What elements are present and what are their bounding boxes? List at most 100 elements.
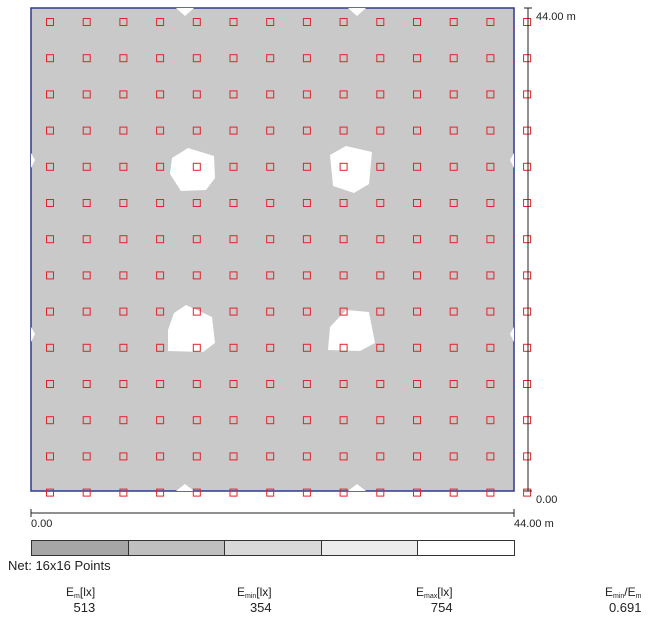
measurement-point	[376, 416, 385, 425]
measurement-point	[192, 54, 201, 63]
measurement-point	[46, 307, 54, 316]
bright-zone	[31, 327, 35, 342]
measurement-point	[82, 18, 91, 26]
measurement-point	[486, 18, 495, 26]
measurement-point	[156, 271, 165, 280]
measurement-point	[302, 126, 311, 135]
measurement-point	[449, 162, 458, 171]
bright-zone	[31, 153, 35, 168]
bright-zone	[348, 484, 366, 491]
measurement-point	[156, 54, 165, 63]
measurement-point	[156, 416, 165, 425]
measurement-point	[156, 90, 165, 99]
measurement-point	[266, 488, 275, 497]
measurement-point	[486, 90, 495, 99]
measurement-point	[192, 271, 201, 280]
stat-emin-symbol: E	[237, 585, 246, 599]
measurement-point	[376, 90, 385, 99]
measurement-point	[82, 271, 91, 280]
measurement-point	[449, 488, 458, 497]
measurement-point	[82, 488, 91, 497]
measurement-point	[339, 488, 348, 497]
measurement-point	[156, 307, 165, 316]
measurement-point	[229, 452, 238, 461]
measurement-point	[339, 90, 348, 99]
measurement-point	[523, 126, 532, 135]
measurement-point	[192, 18, 201, 26]
measurement-point	[156, 380, 165, 388]
measurement-point	[413, 235, 421, 244]
measurement-point	[302, 199, 311, 207]
measurement-point	[486, 488, 495, 497]
measurement-point	[302, 90, 311, 99]
stat-emin: Emin[lx] 354	[237, 585, 272, 615]
measurement-point	[449, 380, 458, 388]
measurement-point	[302, 162, 311, 171]
measurement-point	[119, 126, 128, 135]
measurement-point	[523, 199, 532, 207]
stat-em-value: 513	[73, 600, 96, 615]
measurement-point	[266, 199, 275, 207]
horizontal-scale	[30, 509, 515, 517]
measurement-point	[46, 416, 54, 425]
measurement-point	[192, 162, 201, 171]
measurement-point	[302, 307, 311, 316]
measurement-point	[376, 452, 385, 461]
measurement-point	[82, 452, 91, 461]
measurement-point	[82, 307, 91, 316]
measurement-point	[82, 380, 91, 388]
measurement-point	[339, 380, 348, 388]
measurement-point	[119, 307, 128, 316]
bright-zone	[176, 484, 194, 491]
stat-uniformity: Emin/Em 0.691	[605, 585, 641, 615]
measurement-point	[46, 126, 54, 135]
measurement-point	[229, 18, 238, 26]
measurement-point	[302, 488, 311, 497]
measurement-point	[339, 307, 348, 316]
measurement-point	[82, 416, 91, 425]
measurement-point	[46, 271, 54, 280]
measurement-point	[413, 380, 421, 388]
legend-swatch	[127, 540, 226, 556]
measurement-point	[339, 271, 348, 280]
y-bottom-label: 0.00	[536, 494, 558, 506]
stat-em-unit: [lx]	[79, 585, 96, 599]
measurement-point	[229, 54, 238, 63]
measurement-point	[413, 199, 421, 207]
stat-emax-value: 754	[430, 600, 453, 615]
measurement-point	[156, 162, 165, 171]
measurement-point	[523, 307, 532, 316]
measurement-point	[46, 235, 54, 244]
stat-ratio-slash: /E	[624, 585, 636, 599]
measurement-point	[266, 18, 275, 26]
measurement-point	[156, 452, 165, 461]
stat-emin-unit: [lx]	[256, 585, 272, 599]
measurement-point	[339, 126, 348, 135]
bright-zone	[168, 305, 215, 352]
measurement-point	[486, 307, 495, 316]
bright-zone	[348, 8, 366, 16]
measurement-point	[192, 307, 201, 316]
measurement-point	[266, 90, 275, 99]
measurement-point	[82, 126, 91, 135]
measurement-point	[229, 380, 238, 388]
measurement-point	[119, 380, 128, 388]
measurement-point	[376, 199, 385, 207]
measurement-point	[192, 126, 201, 135]
measurement-point	[523, 380, 532, 388]
measurement-point	[486, 271, 495, 280]
stat-emax-unit: [lx]	[437, 585, 453, 599]
measurement-point	[486, 452, 495, 461]
illuminance-legend	[31, 540, 515, 556]
measurement-point	[192, 343, 201, 352]
legend-swatch	[417, 540, 515, 556]
measurement-point	[192, 199, 201, 207]
measurement-point	[523, 90, 532, 99]
measurement-point	[302, 18, 311, 26]
measurement-point	[486, 235, 495, 244]
measurement-point	[82, 343, 91, 352]
measurement-point	[192, 488, 201, 497]
measurement-point	[119, 343, 128, 352]
measurement-point	[229, 199, 238, 207]
stat-em-symbol: E	[66, 585, 75, 599]
